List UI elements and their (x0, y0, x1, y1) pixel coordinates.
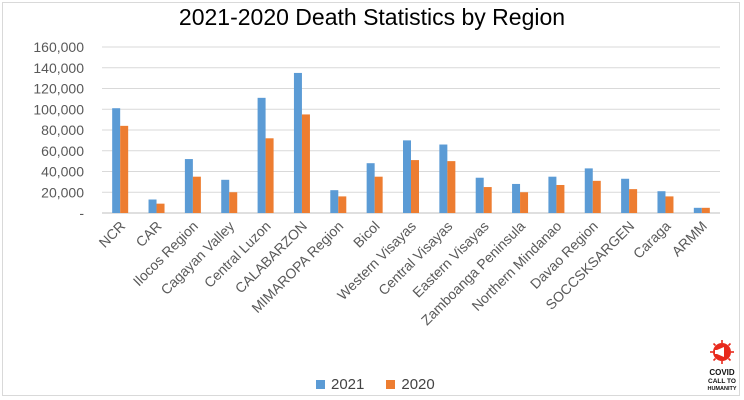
bar-2020 (265, 138, 274, 213)
x-tick-label: Bicol (350, 218, 383, 251)
bar-2021 (366, 163, 375, 213)
x-tick-label: ARMM (668, 218, 710, 260)
logo-line1: COVID (709, 368, 735, 377)
bar-2020 (592, 180, 601, 213)
chart-frame (2, 2, 740, 396)
bar-2021 (112, 108, 121, 213)
bar-2020 (483, 187, 492, 213)
y-tick-label: - (79, 205, 84, 221)
logo-line3: HUMANITY (707, 386, 736, 392)
bar-2020 (665, 196, 674, 213)
bar-2021 (475, 177, 484, 213)
y-tick-label: 60,000 (41, 143, 84, 159)
bar-2021 (184, 159, 193, 213)
bar-2020 (374, 176, 383, 213)
y-tick-label: 20,000 (41, 184, 84, 200)
y-tick-label: 140,000 (33, 60, 84, 76)
logo-line2: CALL TO (708, 378, 736, 385)
bar-2021 (512, 183, 521, 213)
y-tick-label: 40,000 (41, 164, 84, 180)
bar-2021 (621, 178, 630, 213)
bar-2020 (120, 125, 129, 213)
bar-2020 (629, 189, 638, 213)
covid-call-to-humanity-logo: COVID CALL TO HUMANITY (707, 340, 737, 392)
x-tick-label: NCR (96, 218, 129, 251)
legend-label-2020: 2020 (401, 376, 435, 393)
bar-2020 (556, 184, 565, 213)
legend: 2021 2020 (316, 376, 435, 393)
bar-2021 (148, 199, 157, 213)
bar-2020 (301, 114, 310, 213)
bar-2021 (293, 72, 302, 213)
bar-2020 (338, 196, 347, 213)
x-tick-label: Caraga (630, 218, 674, 262)
bar-2020 (447, 161, 456, 213)
y-tick-label: 80,000 (41, 122, 84, 138)
bar-2020 (411, 160, 419, 213)
bar-2021 (693, 207, 702, 213)
y-tick-label: 160,000 (33, 39, 84, 55)
x-tick-label: CAR (132, 218, 164, 250)
y-tick-label: 100,000 (33, 101, 84, 117)
legend-swatch-2020 (386, 380, 396, 389)
legend-item-2020: 2020 (386, 376, 435, 393)
bar-2020 (701, 207, 710, 213)
chart-title: 2021-2020 Death Statistics by Region (178, 4, 566, 30)
bar-2020 (229, 192, 238, 213)
bar-2021 (403, 140, 411, 213)
bar-2021 (330, 190, 339, 213)
legend-item-2021: 2021 (316, 376, 364, 393)
bar-2020 (192, 176, 201, 213)
bar-2021 (657, 191, 666, 213)
legend-swatch-2021 (316, 380, 325, 389)
bar-2020 (520, 192, 529, 213)
y-tick-label: 120,000 (33, 81, 84, 97)
legend-label-2021: 2021 (331, 376, 365, 393)
bar-2021 (221, 179, 230, 213)
bar-2021 (584, 168, 593, 213)
bar-2020 (156, 203, 165, 213)
bar-2021 (439, 144, 448, 213)
bar-2021 (257, 97, 266, 213)
bar-2021 (548, 176, 557, 213)
megaphone-virus-icon (710, 340, 734, 364)
